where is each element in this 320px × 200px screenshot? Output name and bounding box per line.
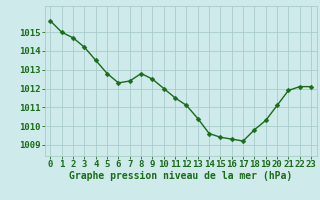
X-axis label: Graphe pression niveau de la mer (hPa): Graphe pression niveau de la mer (hPa) [69,171,292,181]
